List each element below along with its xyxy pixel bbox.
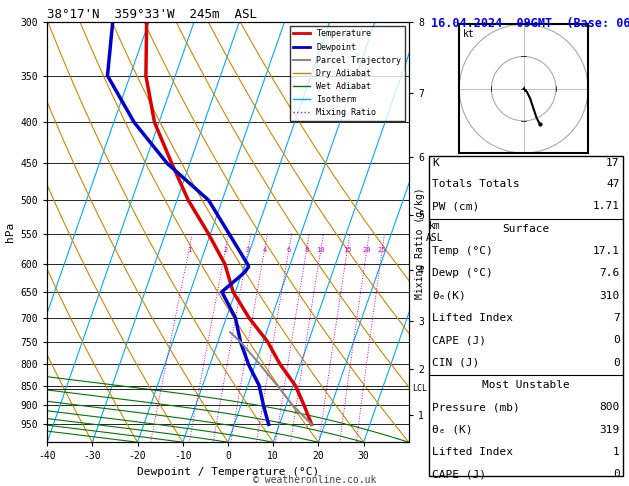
Text: 47: 47 xyxy=(606,179,620,189)
Text: 4: 4 xyxy=(262,247,267,253)
Text: 15: 15 xyxy=(343,247,352,253)
Text: CAPE (J): CAPE (J) xyxy=(432,469,486,480)
Y-axis label: km
ASL: km ASL xyxy=(426,221,443,243)
Text: 17.1: 17.1 xyxy=(593,246,620,256)
Text: 38°17'N  359°33'W  245m  ASL: 38°17'N 359°33'W 245m ASL xyxy=(47,8,257,21)
Text: 16.04.2024  09GMT  (Base: 06): 16.04.2024 09GMT (Base: 06) xyxy=(431,17,629,30)
Text: K: K xyxy=(432,158,439,169)
Text: 25: 25 xyxy=(378,247,386,253)
Text: Lifted Index: Lifted Index xyxy=(432,447,513,457)
Text: 7.6: 7.6 xyxy=(599,268,620,278)
Legend: Temperature, Dewpoint, Parcel Trajectory, Dry Adiabat, Wet Adiabat, Isotherm, Mi: Temperature, Dewpoint, Parcel Trajectory… xyxy=(290,26,404,121)
Text: Lifted Index: Lifted Index xyxy=(432,313,513,323)
Text: LCL: LCL xyxy=(413,384,428,393)
Text: © weatheronline.co.uk: © weatheronline.co.uk xyxy=(253,475,376,485)
Text: Pressure (mb): Pressure (mb) xyxy=(432,402,520,413)
Text: Mixing Ratio (g/kg): Mixing Ratio (g/kg) xyxy=(415,187,425,299)
Text: 3: 3 xyxy=(246,247,250,253)
Text: 310: 310 xyxy=(599,291,620,301)
Text: kt: kt xyxy=(463,30,475,39)
Text: 17: 17 xyxy=(606,158,620,169)
Text: 20: 20 xyxy=(362,247,371,253)
X-axis label: Dewpoint / Temperature (°C): Dewpoint / Temperature (°C) xyxy=(137,467,319,477)
Text: 0: 0 xyxy=(613,358,620,368)
Text: 0: 0 xyxy=(613,335,620,346)
Text: 2: 2 xyxy=(223,247,228,253)
Text: 1.71: 1.71 xyxy=(593,201,620,211)
Text: PW (cm): PW (cm) xyxy=(432,201,479,211)
Text: 0: 0 xyxy=(613,469,620,480)
Text: 6: 6 xyxy=(287,247,291,253)
Text: 7: 7 xyxy=(613,313,620,323)
Text: Most Unstable: Most Unstable xyxy=(482,380,570,390)
Text: CIN (J): CIN (J) xyxy=(432,358,479,368)
Text: 800: 800 xyxy=(599,402,620,413)
Text: Totals Totals: Totals Totals xyxy=(432,179,520,189)
Text: Dewp (°C): Dewp (°C) xyxy=(432,268,493,278)
Text: 8: 8 xyxy=(304,247,309,253)
Text: 1: 1 xyxy=(613,447,620,457)
Text: Temp (°C): Temp (°C) xyxy=(432,246,493,256)
Text: 10: 10 xyxy=(316,247,325,253)
Text: θₑ (K): θₑ (K) xyxy=(432,425,472,435)
Text: 319: 319 xyxy=(599,425,620,435)
Text: θₑ(K): θₑ(K) xyxy=(432,291,466,301)
Text: Surface: Surface xyxy=(502,224,550,234)
Y-axis label: hPa: hPa xyxy=(5,222,15,242)
Text: 1: 1 xyxy=(187,247,191,253)
Text: CAPE (J): CAPE (J) xyxy=(432,335,486,346)
